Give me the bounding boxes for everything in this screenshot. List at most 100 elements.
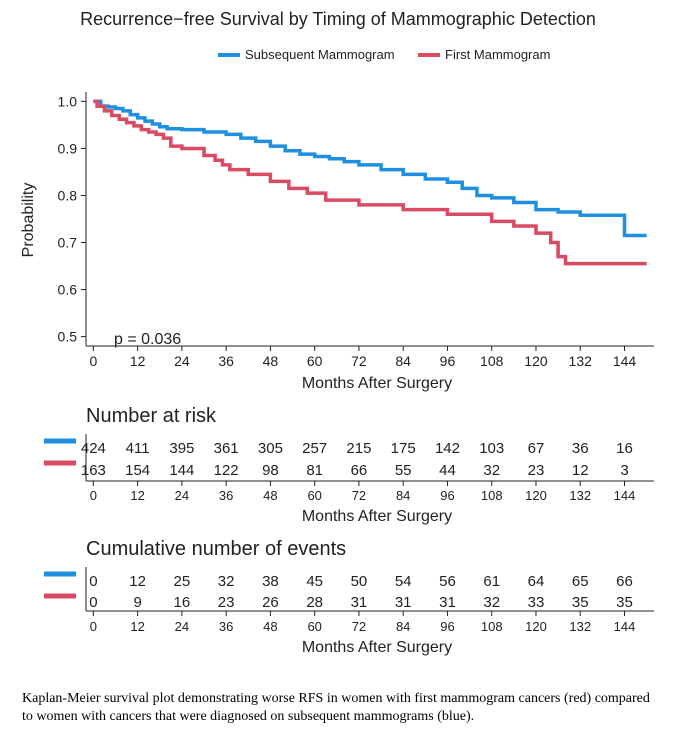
risk_table-cell: 411 (126, 440, 150, 457)
x-tick-label: 72 (352, 488, 366, 503)
events-table-title: Cumulative number of events (86, 538, 346, 560)
events_table-cell: 31 (439, 594, 456, 611)
risk_table-cell: 44 (439, 462, 456, 479)
events_table-cell: 35 (616, 594, 633, 611)
x-tick-label: 84 (396, 619, 410, 634)
x-tick-label: 108 (481, 488, 503, 503)
x-tick-label: 120 (524, 353, 548, 369)
x-tick-label: 48 (263, 353, 279, 369)
x-tick-label: 0 (89, 353, 97, 369)
x-tick-label: 12 (130, 488, 144, 503)
events_table-cell: 56 (439, 573, 456, 590)
x-tick-label: 144 (613, 353, 637, 369)
x-tick-label: 48 (263, 488, 277, 503)
x-tick-label: 96 (440, 488, 454, 503)
events_table-cell: 50 (351, 573, 368, 590)
events-table-x-label: Months After Surgery (302, 639, 452, 656)
y-ticks: 0.5 0.6 0.7 0.8 0.9 1.0 (58, 93, 86, 345)
risk_table-cell: 103 (479, 440, 504, 457)
x-tick-label: 120 (525, 619, 547, 634)
x-tick-label: 0 (90, 619, 97, 634)
y-tick-label: 0.5 (58, 329, 78, 345)
x-tick-label: 120 (525, 488, 547, 503)
y-tick-label: 0.9 (58, 140, 78, 156)
risk_table-cell: 67 (528, 440, 545, 457)
risk_table-cell: 163 (81, 462, 106, 479)
events_table-cell: 38 (262, 573, 279, 590)
events_table-cell: 64 (528, 573, 545, 590)
x-tick-label: 24 (175, 619, 189, 634)
x-tick-label: 48 (263, 619, 277, 634)
x-tick-label: 24 (175, 488, 189, 503)
p-value-annotation: p = 0.036 (114, 331, 181, 348)
events_table-cell: 26 (262, 594, 279, 611)
events_table-cell: 23 (218, 594, 235, 611)
risk-table: Number at risk 424 411 395 361 305 257 215 175 1… (44, 405, 654, 525)
series-layer (93, 99, 647, 266)
events_table-cell: 32 (483, 594, 500, 611)
x-tick-label: 36 (219, 488, 233, 503)
events_table-cell: 16 (174, 594, 191, 611)
survival-plot: 0.5 0.6 0.7 0.8 0.9 1.0 0 12 24 36 48 60 72 84 96 108 1… (20, 92, 654, 392)
risk_table-cell: 12 (572, 462, 589, 479)
legend: Subsequent Mammogram First Mammogram (218, 47, 550, 62)
risk_table-cell: 361 (214, 440, 239, 457)
events_table-cell: 31 (395, 594, 412, 611)
events-values: 0 12 25 32 38 45 50 54 56 61 64 65 66 0 9 16 23 26 28 31 31 3… (89, 573, 633, 611)
events_table-cell: 9 (133, 594, 141, 611)
events_table-cell: 28 (306, 594, 323, 611)
risk_table-cell: 16 (616, 440, 633, 457)
events_table-cell: 45 (306, 573, 323, 590)
figure-caption: Kaplan-Meier survival plot demonstrating… (22, 691, 650, 724)
events_table-cell: 0 (89, 573, 97, 590)
x-tick-label: 72 (352, 619, 366, 634)
events_table-cell: 32 (218, 573, 235, 590)
x-tick-label: 108 (481, 619, 503, 634)
risk_table-cell: 424 (81, 440, 106, 457)
risk_table-cell: 3 (620, 462, 628, 479)
x-tick-label: 60 (307, 619, 321, 634)
risk_table-cell: 142 (435, 440, 460, 457)
risk_table-cell: 23 (528, 462, 545, 479)
legend-label-subsequent: Subsequent Mammogram (245, 47, 395, 62)
risk_table-cell: 66 (351, 462, 368, 479)
risk_table-cell: 36 (572, 440, 589, 457)
x-ticks: 0 12 24 36 48 60 72 84 96 108 120 132 144 (89, 346, 636, 369)
events_table-cell: 65 (572, 573, 589, 590)
x-tick-label: 132 (569, 353, 593, 369)
x-tick-label: 84 (396, 488, 410, 503)
x-tick-label: 96 (440, 353, 456, 369)
x-tick-label: 132 (569, 619, 591, 634)
x-tick-label: 144 (614, 488, 636, 503)
events_table-cell: 25 (174, 573, 191, 590)
risk_table-cell: 144 (169, 462, 194, 479)
risk-table-x-label: Months After Surgery (302, 508, 452, 525)
x-axis-label: Months After Surgery (302, 375, 452, 392)
x-tick-label: 24 (174, 353, 190, 369)
x-tick-label: 108 (480, 353, 504, 369)
y-tick-label: 0.6 (58, 282, 78, 298)
x-tick-label: 144 (614, 619, 636, 634)
y-tick-label: 1.0 (58, 93, 78, 109)
y-tick-label: 0.8 (58, 187, 78, 203)
events-table: Cumulative number of events 0 12 25 32 38 45 5… (44, 538, 654, 656)
risk-x-ticks: 0 12 24 36 48 60 72 84 96 108 120 132 144 (90, 481, 636, 503)
risk_table-cell: 215 (346, 440, 371, 457)
risk_table-cell: 32 (483, 462, 500, 479)
x-tick-label: 12 (130, 353, 146, 369)
chart-title: Recurrence−free Survival by Timing of Ma… (80, 9, 596, 29)
events_table-cell: 12 (129, 573, 146, 590)
events_table-cell: 35 (572, 594, 589, 611)
x-tick-label: 72 (351, 353, 367, 369)
risk_table-cell: 395 (169, 440, 194, 457)
risk_table-cell: 257 (302, 440, 327, 457)
risk-values: 424 411 395 361 305 257 215 175 142 103 67 36 16 163 1… (81, 440, 633, 479)
series-line-subsequent (93, 99, 647, 238)
figure: Recurrence−free Survival by Timing of Ma… (20, 9, 654, 656)
x-tick-label: 96 (440, 619, 454, 634)
events_table-cell: 61 (483, 573, 500, 590)
risk-table-title: Number at risk (86, 405, 217, 427)
risk_table-cell: 175 (391, 440, 416, 457)
risk_table-cell: 122 (214, 462, 239, 479)
x-tick-label: 84 (395, 353, 411, 369)
